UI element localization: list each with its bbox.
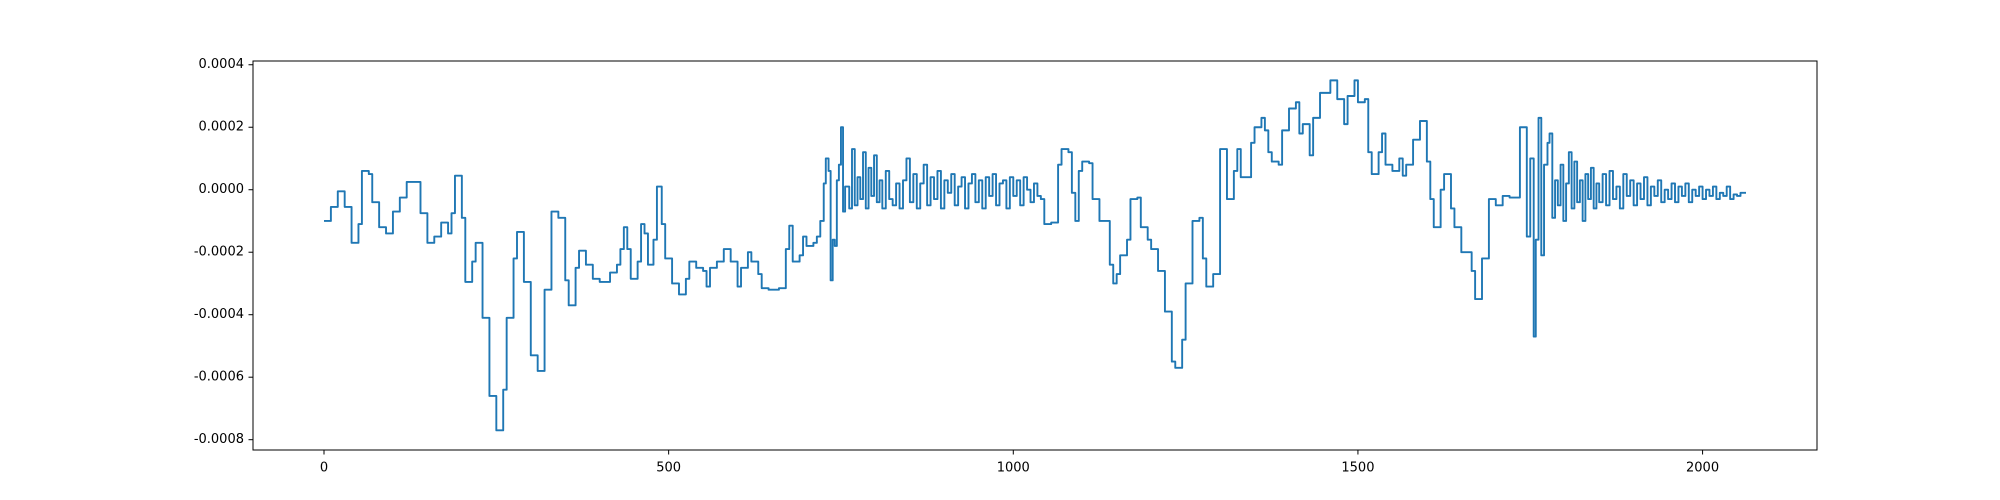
data-line	[323, 79, 1746, 432]
y-tick-label: -0.0002	[194, 245, 244, 260]
y-tick-label: 0.0000	[199, 182, 245, 197]
x-tick-label: 2000	[1686, 461, 1719, 476]
y-tick-label: -0.0004	[194, 307, 244, 322]
y-tick-label: -0.0008	[194, 432, 244, 447]
x-tick-label: 500	[656, 461, 681, 476]
x-tick-label: 1500	[1341, 461, 1374, 476]
y-tick-label: 0.0002	[199, 120, 245, 135]
x-tick-label: 0	[320, 461, 328, 476]
x-tick-label: 1000	[997, 461, 1030, 476]
axes-frame	[252, 60, 1818, 451]
y-tick-label: -0.0006	[194, 370, 244, 385]
y-tick-label: 0.0004	[199, 57, 245, 72]
